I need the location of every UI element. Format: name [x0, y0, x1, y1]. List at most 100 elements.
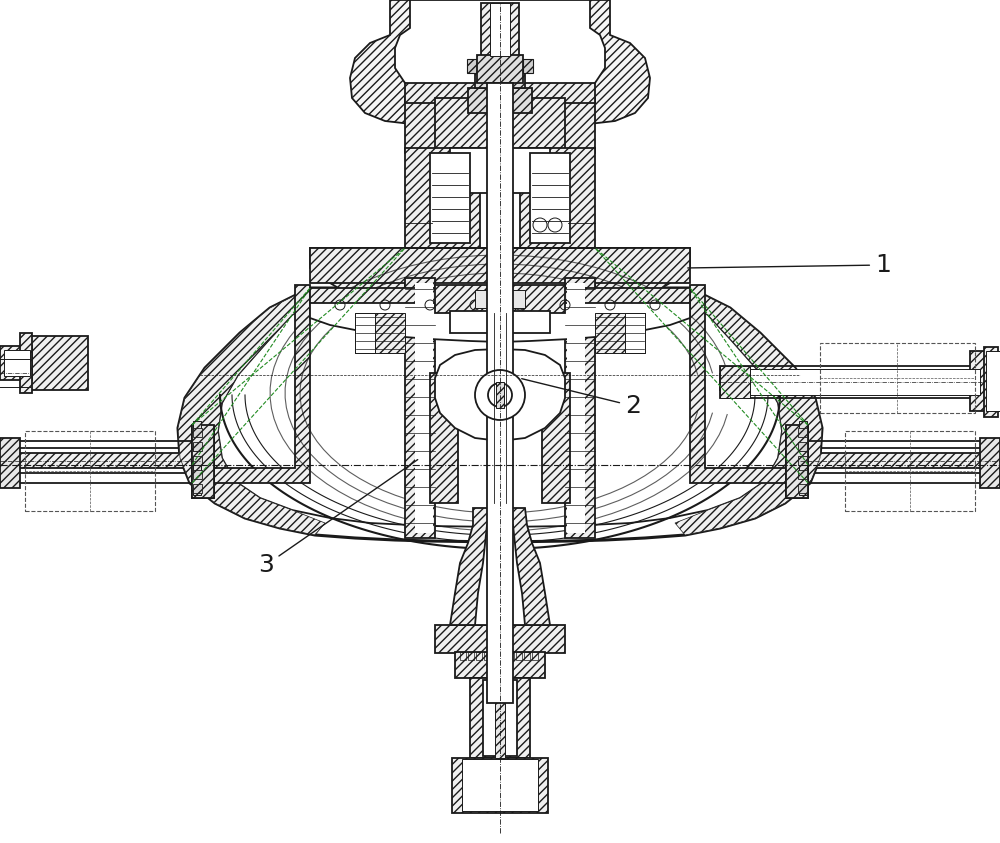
Polygon shape: [310, 288, 690, 328]
Bar: [800, 453, 1000, 468]
Bar: [450, 311, 550, 333]
Bar: [483, 680, 517, 756]
Text: 1: 1: [688, 253, 891, 277]
Bar: [193, 484, 202, 493]
Bar: [20, 333, 32, 393]
Bar: [405, 278, 435, 538]
Bar: [524, 652, 530, 660]
Bar: [455, 652, 545, 678]
Bar: [310, 248, 690, 283]
Bar: [532, 652, 538, 660]
Bar: [820, 343, 975, 413]
Polygon shape: [435, 349, 565, 441]
Bar: [0, 453, 200, 468]
Polygon shape: [192, 285, 310, 483]
Bar: [0, 438, 20, 488]
Bar: [540, 98, 595, 153]
Text: 2: 2: [522, 379, 641, 418]
Bar: [523, 59, 533, 73]
Bar: [516, 652, 522, 660]
Circle shape: [475, 370, 525, 420]
Bar: [508, 652, 514, 660]
Bar: [193, 487, 201, 495]
Bar: [520, 148, 595, 248]
Bar: [798, 484, 807, 493]
Bar: [484, 652, 490, 660]
Bar: [193, 442, 202, 451]
Bar: [720, 366, 985, 398]
Bar: [500, 652, 506, 660]
Bar: [980, 438, 1000, 488]
Bar: [460, 652, 466, 660]
Bar: [786, 425, 808, 498]
Bar: [25, 431, 155, 511]
Bar: [476, 652, 482, 660]
Polygon shape: [475, 525, 525, 625]
Bar: [625, 313, 645, 353]
Polygon shape: [178, 288, 822, 542]
Bar: [970, 351, 990, 411]
Bar: [435, 285, 565, 313]
Bar: [477, 55, 523, 83]
Bar: [475, 290, 525, 308]
Bar: [0, 441, 200, 483]
Bar: [799, 465, 807, 473]
Bar: [798, 456, 807, 465]
Polygon shape: [350, 0, 650, 130]
Bar: [542, 373, 570, 503]
Bar: [435, 98, 565, 183]
Bar: [984, 347, 998, 417]
Bar: [799, 421, 807, 429]
Bar: [405, 98, 460, 153]
Bar: [490, 3, 510, 56]
Bar: [565, 278, 595, 538]
Bar: [193, 456, 202, 465]
Bar: [487, 83, 513, 703]
Bar: [986, 351, 1000, 411]
Bar: [798, 428, 807, 437]
Polygon shape: [675, 288, 822, 535]
Polygon shape: [450, 508, 550, 625]
Bar: [800, 441, 1000, 483]
Bar: [481, 59, 491, 73]
Bar: [496, 382, 504, 408]
Bar: [799, 443, 807, 451]
Bar: [530, 153, 570, 243]
Bar: [468, 652, 474, 660]
Bar: [452, 758, 548, 813]
Polygon shape: [310, 248, 405, 313]
Bar: [430, 153, 470, 243]
Bar: [798, 470, 807, 479]
Bar: [450, 148, 550, 193]
Bar: [470, 678, 530, 758]
Bar: [192, 426, 214, 498]
Bar: [720, 366, 750, 398]
Bar: [193, 421, 201, 429]
Circle shape: [488, 383, 512, 407]
Bar: [193, 428, 202, 437]
Polygon shape: [310, 303, 690, 342]
Bar: [193, 443, 201, 451]
Bar: [467, 59, 477, 73]
Bar: [192, 425, 214, 498]
Bar: [475, 73, 525, 88]
Bar: [193, 470, 202, 479]
Bar: [567, 283, 585, 533]
Bar: [355, 313, 405, 353]
Bar: [30, 336, 88, 390]
Bar: [405, 148, 480, 248]
Bar: [495, 678, 505, 758]
Bar: [481, 3, 519, 58]
Bar: [786, 426, 808, 498]
Bar: [0, 448, 200, 473]
Bar: [492, 652, 498, 660]
Bar: [435, 625, 565, 653]
Bar: [430, 373, 458, 503]
Bar: [4, 350, 30, 376]
Bar: [0, 346, 32, 380]
Bar: [462, 759, 538, 811]
Polygon shape: [178, 288, 325, 535]
Bar: [800, 448, 1000, 473]
Bar: [750, 369, 980, 395]
Bar: [509, 59, 519, 73]
